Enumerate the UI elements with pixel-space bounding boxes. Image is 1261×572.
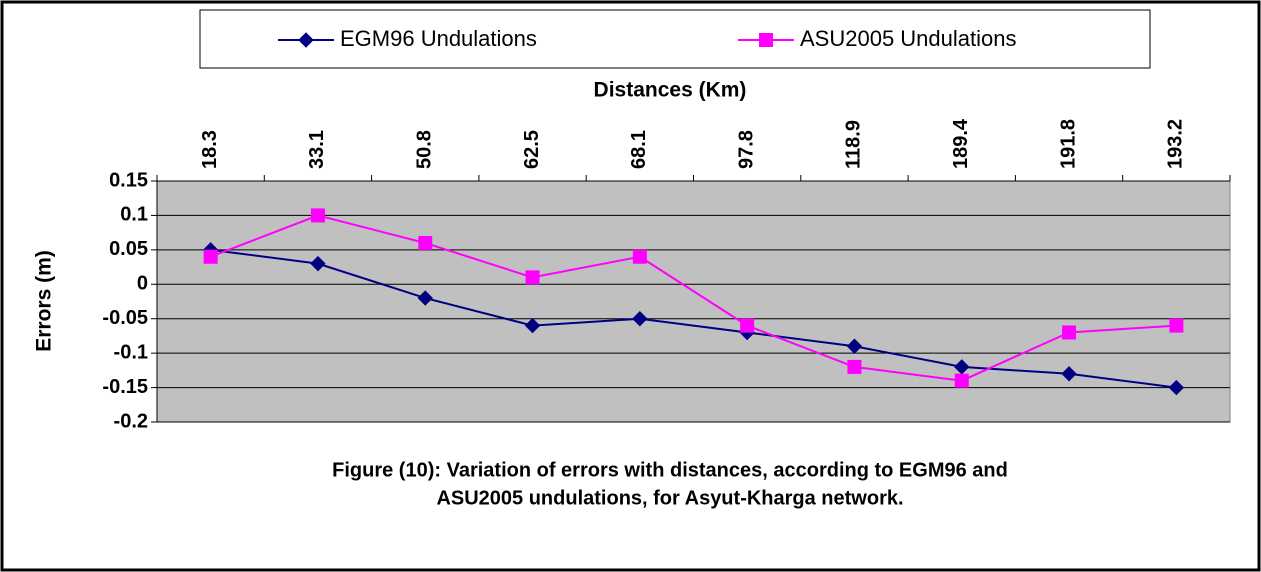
y-tick-label: 0 — [137, 273, 148, 295]
x-tick-label: 193.2 — [1165, 119, 1187, 169]
data-point — [418, 235, 433, 250]
data-point — [310, 255, 326, 272]
x-tick-label: 33.1 — [306, 130, 328, 169]
data-point — [1061, 366, 1077, 382]
data-point — [1169, 318, 1184, 333]
legend-marker — [759, 33, 773, 47]
data-point — [524, 317, 541, 334]
data-point — [203, 249, 218, 264]
x-axis-title: Distances (Km) — [594, 79, 747, 102]
x-tick-label: 50.8 — [414, 130, 436, 169]
legend-label: EGM96 Undulations — [340, 26, 537, 51]
caption-line: Figure (10): Variation of errors with di… — [332, 459, 1008, 481]
x-tick-label: 118.9 — [843, 120, 865, 169]
data-point — [847, 359, 862, 374]
data-point — [632, 249, 647, 264]
x-tick-label: 97.8 — [735, 130, 757, 169]
y-tick-label: -0.1 — [114, 341, 148, 363]
y-tick-label: -0.15 — [102, 376, 148, 398]
legend-marker — [298, 32, 314, 48]
data-point — [1062, 325, 1077, 340]
data-point — [310, 208, 325, 223]
data-point — [1168, 379, 1185, 396]
legend-box — [199, 9, 1151, 69]
data-point — [525, 270, 540, 285]
caption-line: ASU2005 undulations, for Asyut-Kharga ne… — [436, 487, 903, 509]
x-tick-label: 191.8 — [1057, 119, 1079, 169]
data-point — [740, 318, 755, 333]
y-tick-label: 0.05 — [109, 238, 148, 260]
series-line — [210, 214, 1177, 382]
data-point — [846, 338, 863, 354]
data-point — [632, 311, 648, 327]
y-tick-label: 0.15 — [109, 169, 148, 191]
series-line — [210, 248, 1177, 389]
data-point — [417, 290, 433, 306]
x-tick-label: 189.4 — [950, 118, 972, 169]
data-point — [954, 373, 969, 388]
y-axis-title: Errors (m) — [33, 250, 56, 352]
y-tick-label: -0.2 — [114, 410, 148, 432]
x-tick-label: 62.5 — [521, 130, 543, 169]
legend-label: ASU2005 Undulations — [800, 26, 1016, 51]
y-tick-label: 0.1 — [120, 204, 148, 226]
x-tick-label: 68.1 — [628, 130, 650, 169]
x-tick-label: 18.3 — [199, 130, 221, 169]
y-tick-label: -0.05 — [102, 307, 148, 329]
